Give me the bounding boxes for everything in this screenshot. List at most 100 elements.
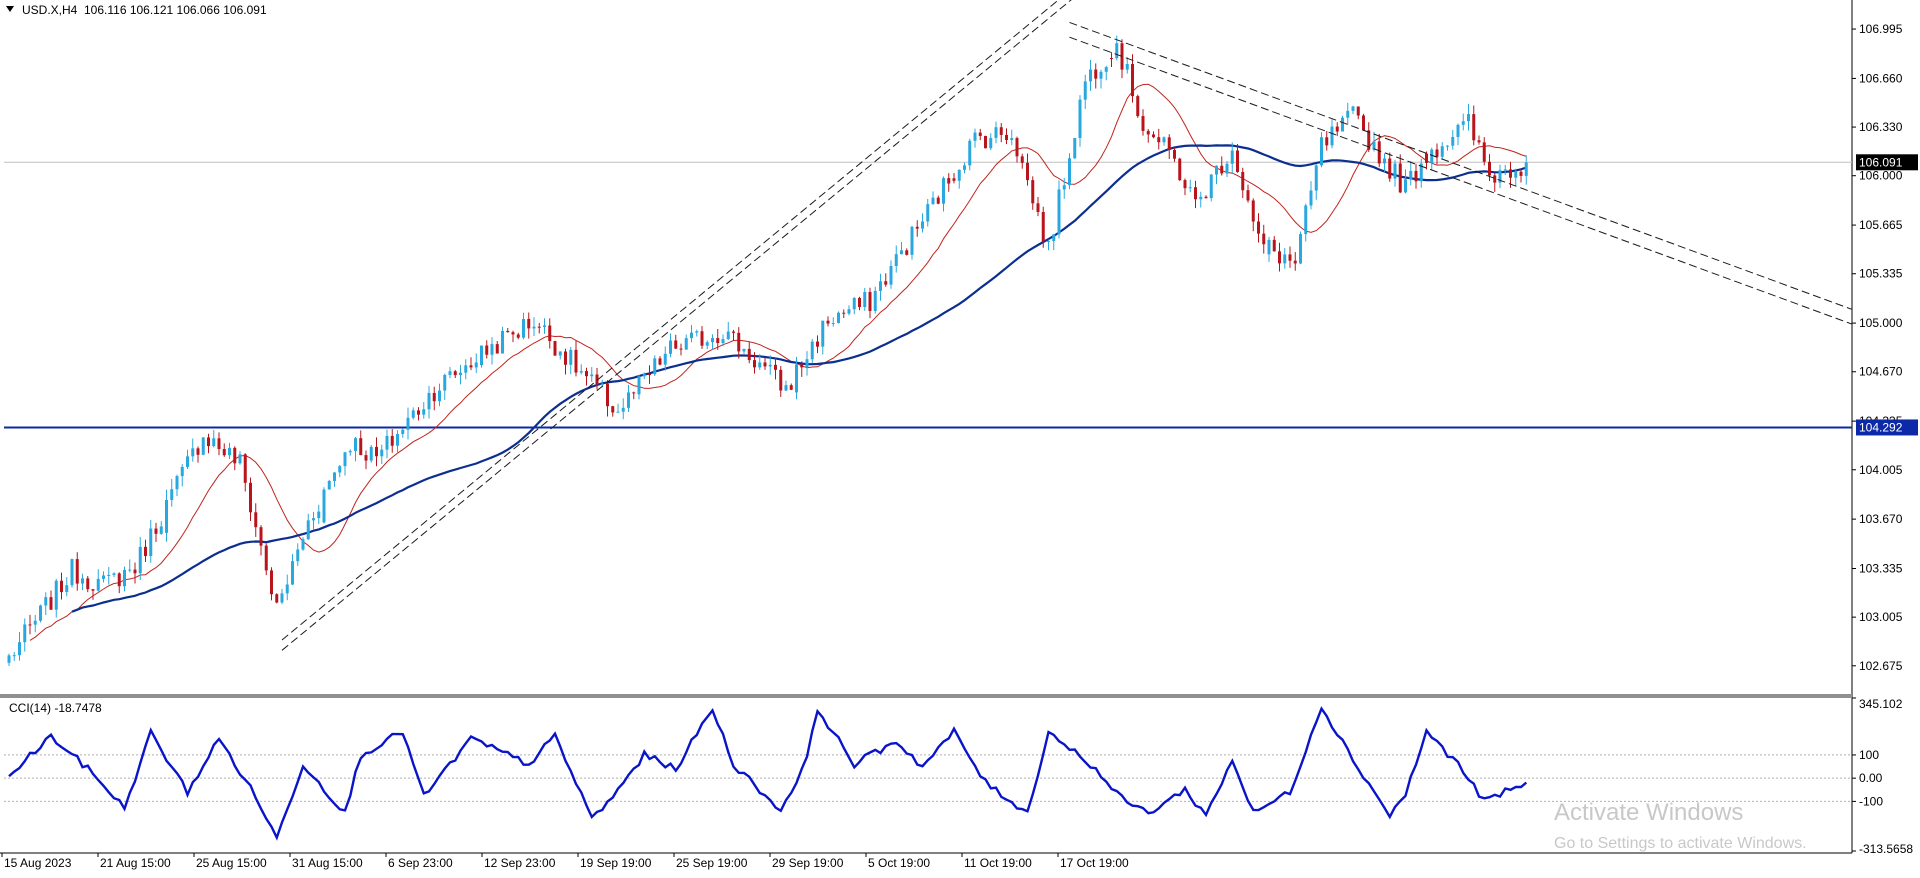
price-tick-label: 103.670 bbox=[1859, 512, 1903, 526]
candle-body bbox=[684, 338, 688, 350]
candle-body bbox=[249, 482, 252, 513]
candle-body bbox=[595, 374, 599, 385]
candle-body bbox=[296, 549, 300, 562]
candle-body bbox=[999, 127, 1003, 135]
candle-body bbox=[1425, 153, 1428, 163]
candle-body bbox=[931, 197, 935, 205]
candle-body bbox=[852, 297, 856, 310]
ascending-trend-line-1[interactable] bbox=[281, 0, 1185, 641]
candle-body bbox=[175, 476, 179, 490]
candle-body bbox=[291, 561, 294, 585]
candle-body bbox=[417, 410, 420, 415]
price-tick-label: 105.335 bbox=[1859, 267, 1903, 281]
current-price-value: 106.091 bbox=[1859, 155, 1903, 169]
candle-body bbox=[637, 376, 641, 395]
time-tick-label: 25 Sep 19:00 bbox=[676, 856, 748, 870]
candle-body bbox=[411, 410, 415, 418]
candle-body bbox=[1278, 251, 1281, 264]
current-price-box bbox=[1856, 154, 1918, 171]
candle-body bbox=[1519, 171, 1523, 176]
candle-body bbox=[270, 570, 273, 595]
candle-body bbox=[653, 358, 657, 375]
candle-body bbox=[648, 374, 651, 376]
candle-body bbox=[816, 341, 819, 347]
candle-body bbox=[831, 323, 835, 325]
candle-body bbox=[669, 340, 672, 354]
candle-body bbox=[117, 573, 121, 587]
candle-body bbox=[1293, 260, 1297, 264]
candle-body bbox=[28, 624, 32, 626]
candle-body bbox=[616, 411, 620, 413]
candle-body bbox=[228, 447, 231, 456]
candle-body bbox=[112, 573, 116, 575]
candle-body bbox=[1335, 126, 1339, 132]
candle-body bbox=[1089, 69, 1092, 82]
cci-indicator-pane[interactable]: 345.102 100 0.00 -100 -313.5658 bbox=[4, 697, 1913, 856]
candle-body bbox=[1267, 239, 1271, 255]
candle-body bbox=[301, 539, 305, 550]
candle-body bbox=[915, 226, 919, 229]
ascending-trend-line-2[interactable] bbox=[281, 0, 1185, 651]
candle-body bbox=[480, 345, 483, 366]
candle-body bbox=[868, 292, 872, 312]
candle-body bbox=[1524, 162, 1528, 176]
time-tick-label: 29 Sep 19:00 bbox=[772, 856, 844, 870]
candle-body bbox=[800, 364, 804, 368]
candle-body bbox=[18, 642, 21, 656]
candle-body bbox=[737, 332, 741, 352]
candle-body bbox=[894, 254, 898, 267]
candle-body bbox=[674, 340, 678, 349]
candle-body bbox=[128, 569, 132, 571]
candle-body bbox=[1503, 169, 1507, 171]
candle-body bbox=[1036, 203, 1040, 212]
candle-body bbox=[327, 480, 331, 490]
candle-body bbox=[369, 446, 373, 461]
candle-body bbox=[322, 489, 326, 523]
price-tick-label: 104.005 bbox=[1859, 463, 1903, 477]
symbol-menu-triangle-icon[interactable] bbox=[6, 6, 14, 12]
candle-body bbox=[1162, 137, 1166, 143]
candle-body bbox=[705, 342, 709, 346]
candle-body bbox=[191, 448, 195, 457]
candle-body bbox=[1241, 171, 1245, 191]
candle-body bbox=[1372, 141, 1376, 150]
candle-body bbox=[1236, 150, 1239, 172]
candle-body bbox=[1257, 221, 1260, 234]
candle-body bbox=[432, 392, 436, 402]
candle-body bbox=[1188, 187, 1192, 189]
candle-body bbox=[233, 447, 237, 464]
price-tick-label: 103.335 bbox=[1859, 562, 1903, 576]
candle-body bbox=[516, 334, 520, 338]
time-tick-label: 19 Sep 19:00 bbox=[580, 856, 652, 870]
candle-body bbox=[1446, 145, 1449, 147]
candle-body bbox=[1314, 165, 1318, 191]
candle-body bbox=[632, 392, 636, 394]
candle-body bbox=[1304, 205, 1308, 235]
pane-separator[interactable] bbox=[0, 694, 1852, 698]
candle-body bbox=[1141, 116, 1145, 131]
candle-body bbox=[222, 449, 226, 456]
candle-body bbox=[1152, 134, 1155, 138]
level-price-value: 104.292 bbox=[1859, 420, 1903, 434]
candle-body bbox=[606, 383, 609, 407]
candle-body bbox=[700, 331, 704, 346]
candle-body bbox=[359, 438, 363, 456]
candle-body bbox=[217, 438, 221, 450]
candle-body bbox=[1320, 137, 1323, 166]
candle-body bbox=[1472, 114, 1476, 141]
candle-body bbox=[390, 435, 394, 446]
level-price-box bbox=[1856, 419, 1918, 436]
trend-channels[interactable] bbox=[281, 0, 1920, 651]
candle-body bbox=[942, 178, 945, 204]
candle-body bbox=[663, 353, 667, 365]
candle-body bbox=[1283, 254, 1287, 264]
candle-body bbox=[837, 312, 840, 324]
candle-body bbox=[1498, 170, 1502, 183]
candle-body bbox=[763, 362, 767, 367]
candle-body bbox=[994, 127, 998, 138]
candle-body bbox=[1288, 254, 1292, 261]
candle-body bbox=[742, 348, 746, 352]
time-tick-label: 17 Oct 19:00 bbox=[1060, 856, 1129, 870]
candle-body bbox=[768, 364, 772, 367]
